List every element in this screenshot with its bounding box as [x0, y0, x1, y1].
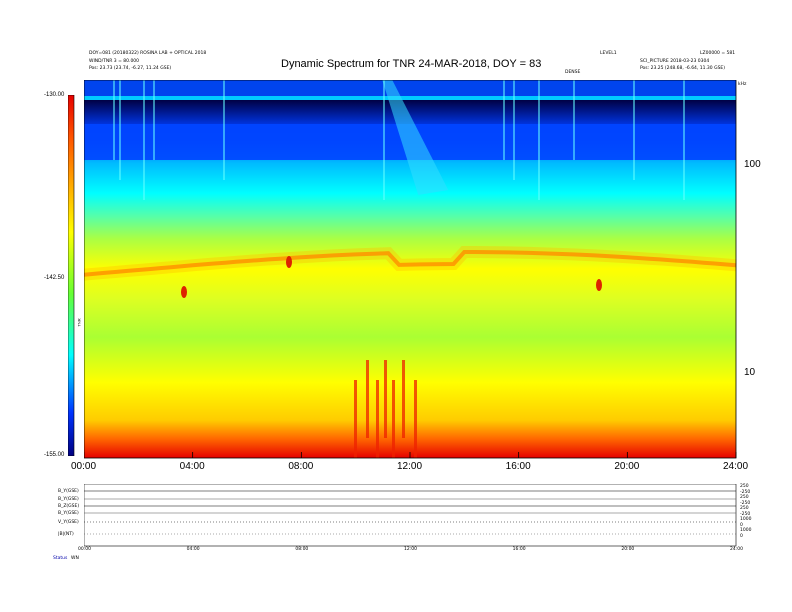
low-freq-spike — [384, 360, 387, 438]
aux-right-label: 0 — [740, 522, 743, 528]
aux-right-label: 250 — [740, 484, 749, 489]
x-tick-label: 00:00 — [71, 461, 97, 472]
x-tick-label: 04:00 — [179, 461, 205, 472]
aux-x-tick-label: 24:00 — [730, 547, 743, 552]
radio-burst — [382, 80, 449, 195]
plasma-line-halo — [84, 246, 737, 281]
x-tick-label: 08:00 — [288, 461, 314, 472]
x-tick-label: 12:00 — [397, 461, 423, 472]
aux-right-label: -250 — [740, 489, 751, 495]
aux-footer-status: Status — [53, 556, 68, 561]
low-freq-spike — [376, 380, 379, 458]
aux-panel — [84, 484, 737, 547]
top-band — [84, 80, 736, 96]
header-sci-picture: SCI_PICTURE 2018-03-23 0304 — [640, 59, 710, 64]
colorbar-tick-bottom: -155.00 — [44, 452, 65, 458]
colorbar — [68, 95, 75, 456]
header-info-line2: WIND/TNR 3 = 80.000 — [89, 59, 140, 64]
y-tick-10: 10 — [744, 367, 756, 378]
header-info-line1: DOY=081 (20180322) ROSINA LAB + OPTICAL … — [89, 51, 207, 56]
colorbar-tick-top: -130.00 — [44, 92, 65, 98]
header-dense-label: DENSE — [565, 70, 581, 75]
y-tick-100: 100 — [744, 159, 761, 170]
aux-x-tick-label: 08:00 — [295, 547, 309, 552]
chart-title: Dynamic Spectrum for TNR 24-MAR-2018, DO… — [281, 58, 542, 70]
aux-x-tick-label: 20:00 — [621, 547, 635, 552]
colorbar-gradient — [68, 95, 74, 456]
aux-row-label: B_Y(GSE) — [58, 489, 79, 494]
emission-blob — [596, 279, 602, 291]
aux-right-label: 1000 — [740, 528, 752, 533]
cyan-line — [84, 96, 736, 100]
aux-row-label: B_Y(GSE) — [58, 511, 79, 516]
header-pos-right: Pos: 23.25 (248.68, -6.64, 11.30 GSE) — [640, 66, 726, 71]
low-freq-spike — [402, 360, 405, 438]
low-freq-spike — [392, 380, 395, 458]
x-tick-label: 20:00 — [614, 461, 640, 472]
emission-blob — [181, 286, 187, 298]
aux-right-label: 1000 — [740, 517, 752, 522]
colorbar-label: TNR — [76, 318, 82, 327]
aux-x-tick-label: 04:00 — [186, 547, 200, 552]
spectrum-features — [84, 80, 737, 458]
aux-x-tick-label: 16:00 — [512, 547, 526, 552]
spectrogram — [84, 80, 737, 459]
aux-right-label: -250 — [740, 511, 751, 517]
aux-row-label: V_Y(GSE) — [58, 520, 79, 525]
x-tick-label: 16:00 — [505, 461, 531, 472]
header-pos-left: Pos: 23.73 (23.74, -6.27, 11.24 GSE) — [89, 66, 172, 71]
colorbar-tick-mid: -142.50 — [44, 275, 65, 281]
aux-footer-wn: WN — [71, 556, 79, 561]
header-level: LEVEL1 — [600, 51, 617, 56]
x-tick-label: 24:00 — [723, 461, 749, 472]
low-freq-spike — [366, 360, 369, 438]
aux-right-label: 250 — [740, 495, 749, 500]
low-freq-spike — [414, 380, 417, 458]
low-freq-spike — [354, 380, 357, 458]
header-unit-corner: kHz — [738, 82, 747, 87]
emission-blob — [286, 256, 292, 268]
header-lz-count: LZ00000 = 581 — [700, 51, 736, 56]
aux-x-tick-label: 00:00 — [78, 547, 91, 552]
aux-row-label: B_Z(GSE) — [58, 504, 80, 509]
aux-row-label: B_Y(GSE) — [58, 497, 79, 502]
aux-row-label: |B|(NT) — [58, 532, 74, 537]
aux-right-label: 250 — [740, 506, 749, 511]
plasma-line — [84, 250, 737, 277]
aux-right-label: 0 — [740, 533, 743, 539]
aux-right-label: -250 — [740, 500, 751, 506]
aux-x-tick-label: 12:00 — [404, 547, 417, 552]
